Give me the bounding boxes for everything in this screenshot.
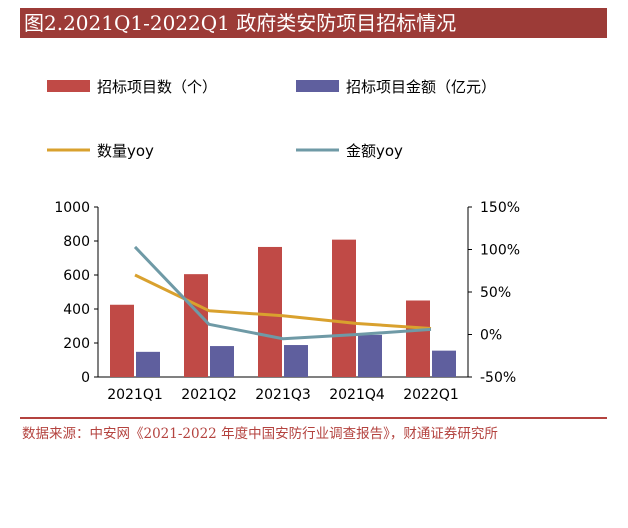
legend-swatch-count <box>47 80 90 92</box>
bar-count-2021Q3 <box>258 246 282 377</box>
left-tick-label: 200 <box>63 336 90 352</box>
bar-amount-2021Q3 <box>284 345 308 377</box>
right-tick-label: 100% <box>480 243 520 259</box>
legend-label-amount: 招标项目金额（亿元） <box>346 78 496 96</box>
left-tick-label: 600 <box>63 268 90 284</box>
page-title: 图2.2021Q1-2022Q1 政府类安防项目招标情况 <box>24 11 457 35</box>
right-tick-label: 0% <box>480 328 502 344</box>
source-note: 数据来源：中安网《2021-2022 年度中国安防行业调查报告》，财通证券研究所 <box>22 426 498 442</box>
bar-count-2021Q4 <box>332 239 356 377</box>
line-count-yoy <box>134 273 432 331</box>
chart: 招标项目数（个） 招标项目金额（亿元） 数量yoy 金额yoy 0 200 400 6… <box>47 78 520 403</box>
bar-amount-2021Q1 <box>136 351 160 377</box>
x-tick-label: 2021Q2 <box>181 387 237 403</box>
bar-count-2021Q1 <box>110 304 134 377</box>
right-tick-label: 150% <box>480 200 520 216</box>
left-tick-label: 800 <box>63 234 90 250</box>
legend-label-amount-yoy: 金额yoy <box>346 142 403 160</box>
right-tick-label: 50% <box>480 285 511 301</box>
legend-swatch-amount <box>296 80 339 92</box>
left-tick-label: 1000 <box>54 200 90 216</box>
line-amount-yoy <box>133 245 432 341</box>
title-bar <box>20 8 607 38</box>
left-tick-label: 0 <box>81 370 90 386</box>
legend-label-count-yoy: 数量yoy <box>97 142 154 160</box>
right-tick-label: -50% <box>480 370 516 386</box>
bar-amount-2021Q4 <box>358 334 382 377</box>
bar-count-2021Q2 <box>184 274 208 377</box>
bar-count-2022Q1 <box>406 300 430 377</box>
x-tick-label: 2021Q3 <box>255 387 311 403</box>
bar-amount-2022Q1 <box>432 350 456 377</box>
source-divider <box>20 417 607 419</box>
left-tick-label: 400 <box>63 302 90 318</box>
bar-amount-2021Q2 <box>210 346 234 377</box>
x-tick-label: 2021Q1 <box>107 387 163 403</box>
x-tick-label: 2022Q1 <box>403 387 459 403</box>
legend-label-count: 招标项目数（个） <box>97 78 217 96</box>
x-tick-label: 2021Q4 <box>329 387 385 403</box>
